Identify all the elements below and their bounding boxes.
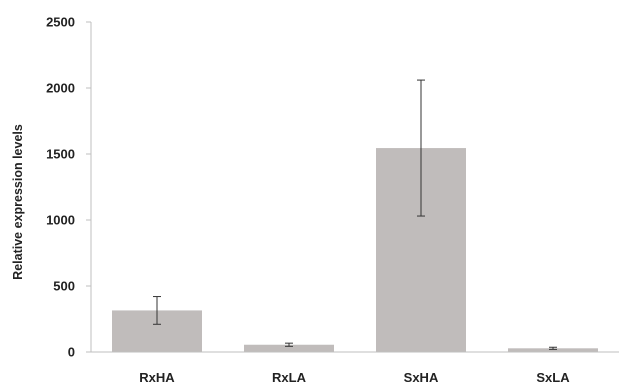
x-tick-label: SxLA bbox=[536, 370, 570, 385]
x-tick-label: RxLA bbox=[272, 370, 307, 385]
y-tick-label: 0 bbox=[68, 345, 75, 360]
y-axis-title: Relative expression levels bbox=[11, 124, 25, 280]
y-tick-label: 2500 bbox=[46, 15, 75, 30]
bar-sxla bbox=[508, 348, 598, 352]
y-tick-label: 500 bbox=[53, 279, 75, 294]
y-tick-label: 2000 bbox=[46, 81, 75, 96]
error-bars bbox=[153, 79, 557, 350]
bar-rxla bbox=[244, 344, 334, 352]
y-axis-ticks: 0 500 1000 1500 2000 2500 bbox=[46, 15, 91, 360]
y-tick-label: 1000 bbox=[46, 213, 75, 228]
y-tick-label: 1500 bbox=[46, 147, 75, 162]
x-tick-label: RxHA bbox=[139, 370, 175, 385]
x-axis-ticks: RxHA RxLA SxHA SxLA bbox=[139, 370, 570, 385]
bars bbox=[112, 148, 598, 352]
x-tick-label: SxHA bbox=[404, 370, 439, 385]
